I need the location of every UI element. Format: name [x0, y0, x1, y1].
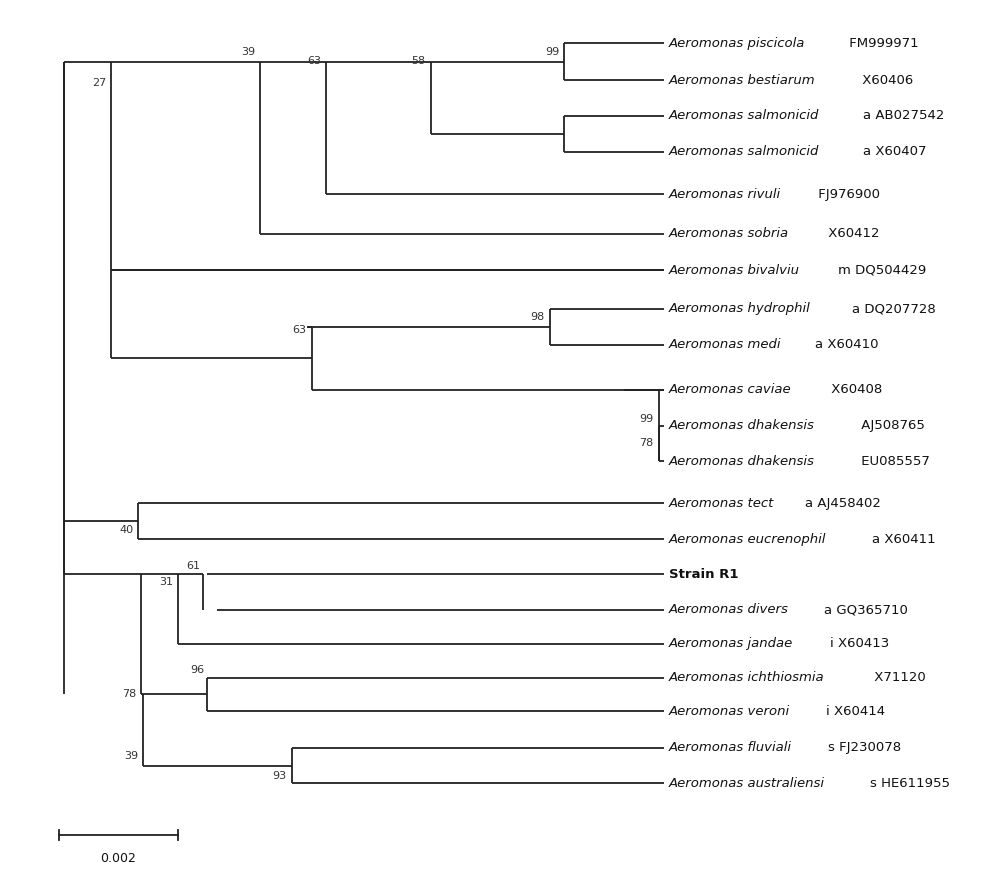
Text: a DQ207728: a DQ207728 [852, 302, 936, 315]
Text: Aeromonas tect: Aeromonas tect [669, 497, 774, 510]
Text: X60408: X60408 [827, 383, 883, 396]
Text: AJ508765: AJ508765 [857, 419, 925, 433]
Text: i X60413: i X60413 [830, 637, 889, 650]
Text: a AB027542: a AB027542 [863, 109, 944, 122]
Text: Aeromonas ichthiosmia: Aeromonas ichthiosmia [669, 671, 824, 685]
Text: 61: 61 [187, 561, 201, 572]
Text: 63: 63 [293, 325, 307, 336]
Text: Aeromonas bestiarum: Aeromonas bestiarum [669, 74, 815, 86]
Text: Aeromonas dhakensis: Aeromonas dhakensis [669, 455, 814, 468]
Text: 63: 63 [308, 56, 322, 66]
Text: Aeromonas sobria: Aeromonas sobria [669, 227, 789, 241]
Text: Aeromonas hydrophil: Aeromonas hydrophil [669, 302, 810, 315]
Text: X71120: X71120 [870, 671, 925, 685]
Text: FM999971: FM999971 [845, 37, 919, 50]
Text: X60406: X60406 [858, 74, 913, 86]
Text: a X60407: a X60407 [863, 145, 926, 159]
Text: Aeromonas rivuli: Aeromonas rivuli [669, 188, 781, 201]
Text: 39: 39 [124, 751, 138, 761]
Text: s FJ230078: s FJ230078 [828, 741, 901, 754]
Text: Aeromonas eucrenophil: Aeromonas eucrenophil [669, 533, 826, 545]
Text: 78: 78 [122, 689, 136, 699]
Text: Aeromonas veroni: Aeromonas veroni [669, 705, 790, 717]
Text: Aeromonas jandae: Aeromonas jandae [669, 637, 793, 650]
Text: 93: 93 [273, 771, 287, 781]
Text: FJ976900: FJ976900 [814, 188, 880, 201]
Text: 98: 98 [530, 312, 545, 322]
Text: 31: 31 [159, 577, 173, 587]
Text: X60412: X60412 [824, 227, 880, 241]
Text: Aeromonas medi: Aeromonas medi [669, 338, 781, 351]
Text: Strain R1: Strain R1 [669, 567, 738, 581]
Text: Aeromonas divers: Aeromonas divers [669, 603, 788, 617]
Text: 99: 99 [545, 48, 560, 57]
Text: 0.002: 0.002 [100, 853, 136, 865]
Text: 99: 99 [639, 414, 654, 424]
Text: Aeromonas salmonicid: Aeromonas salmonicid [669, 109, 819, 122]
Text: Aeromonas fluviali: Aeromonas fluviali [669, 741, 792, 754]
Text: EU085557: EU085557 [857, 455, 930, 468]
Text: Aeromonas dhakensis: Aeromonas dhakensis [669, 419, 814, 433]
Text: Aeromonas piscicola: Aeromonas piscicola [669, 37, 805, 50]
Text: 40: 40 [119, 525, 133, 535]
Text: Aeromonas salmonicid: Aeromonas salmonicid [669, 145, 819, 159]
Text: Aeromonas caviae: Aeromonas caviae [669, 383, 791, 396]
Text: 27: 27 [92, 78, 106, 88]
Text: a X60410: a X60410 [815, 338, 878, 351]
Text: 39: 39 [241, 48, 255, 57]
Text: 78: 78 [639, 439, 654, 448]
Text: Aeromonas australiensi: Aeromonas australiensi [669, 777, 825, 790]
Text: 96: 96 [190, 665, 204, 675]
Text: a X60411: a X60411 [872, 533, 936, 545]
Text: i X60414: i X60414 [826, 705, 885, 717]
Text: a GQ365710: a GQ365710 [824, 603, 908, 617]
Text: s HE611955: s HE611955 [870, 777, 950, 790]
Text: 58: 58 [412, 56, 426, 66]
Text: m DQ504429: m DQ504429 [838, 263, 926, 277]
Text: a AJ458402: a AJ458402 [805, 497, 881, 510]
Text: Aeromonas bivalviu: Aeromonas bivalviu [669, 263, 800, 277]
